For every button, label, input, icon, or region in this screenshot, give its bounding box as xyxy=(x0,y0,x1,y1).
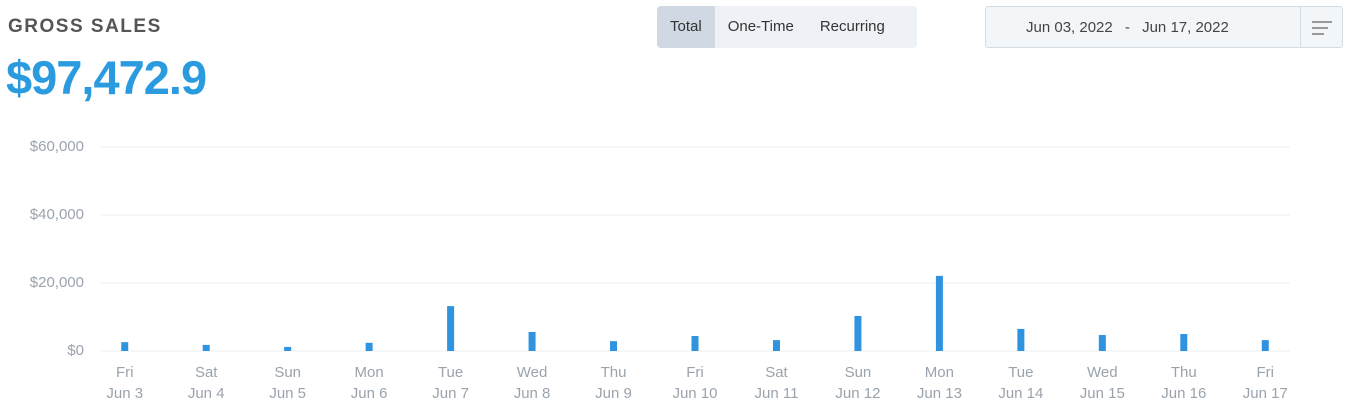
x-tick-day: Sun xyxy=(845,364,872,381)
menu-line xyxy=(1312,21,1332,23)
x-tick-day: Sun xyxy=(274,364,301,381)
x-tick-date: Jun 13 xyxy=(917,385,962,402)
date-start: Jun 03, 2022 xyxy=(1026,19,1113,36)
x-tick-date: Jun 14 xyxy=(998,385,1043,402)
x-tick-date: Jun 10 xyxy=(672,385,717,402)
x-tick-label: Thu Jun 9 xyxy=(595,364,632,402)
bar xyxy=(935,275,943,351)
bar xyxy=(772,340,780,351)
x-tick-day: Wed xyxy=(517,364,548,381)
x-tick-date: Jun 8 xyxy=(514,385,551,402)
bar xyxy=(1098,335,1106,351)
x-tick-date: Jun 12 xyxy=(835,385,880,402)
x-tick-day: Sat xyxy=(195,364,218,381)
tabs: Total One-Time Recurring xyxy=(657,6,917,48)
x-tick-label: Sat Jun 11 xyxy=(754,364,798,402)
y-tick-label: $60,000 xyxy=(30,138,84,155)
x-tick-date: Jun 3 xyxy=(106,385,143,402)
x-tick-day: Wed xyxy=(1087,364,1118,381)
bar xyxy=(528,331,536,351)
tab[interactable]: Recurring xyxy=(819,18,885,35)
x-tick-date: Jun 4 xyxy=(188,385,225,402)
x-tick-date: Jun 17 xyxy=(1243,385,1288,402)
x-tick-day: Thu xyxy=(1171,364,1197,381)
date-text: Jun 03, 2022 - Jun 17, 2022 xyxy=(1026,19,1237,36)
x-tick-date: Jun 7 xyxy=(432,385,469,402)
x-tick-label: Mon Jun 6 xyxy=(351,364,388,402)
bar xyxy=(1017,328,1025,351)
x-tick-date: Jun 9 xyxy=(595,385,632,402)
x-tick-label: Sat Jun 4 xyxy=(188,364,225,402)
y-tick-label: $0 xyxy=(67,342,84,359)
y-tick-label: $40,000 xyxy=(30,206,84,223)
title: GROSS SALES xyxy=(8,16,162,37)
x-tick-date: Jun 15 xyxy=(1080,385,1125,402)
bar xyxy=(447,306,455,351)
x-tick-day: Fri xyxy=(686,364,704,381)
x-tick-day: Mon xyxy=(355,364,384,381)
x-tick-label: Thu Jun 16 xyxy=(1161,364,1206,402)
x-tick-label: Mon Jun 13 xyxy=(917,364,962,402)
x-tick-day: Mon xyxy=(925,364,954,381)
menu-line xyxy=(1312,33,1324,35)
bar xyxy=(121,342,129,351)
x-tick-date: Jun 5 xyxy=(269,385,306,402)
bar xyxy=(284,346,292,351)
x-tick-day: Tue xyxy=(438,364,463,381)
x-tick-date: Jun 11 xyxy=(754,385,798,402)
x-tick-day: Fri xyxy=(116,364,134,381)
bar xyxy=(1261,340,1269,351)
x-tick-label: Wed Jun 8 xyxy=(514,364,551,402)
amount: $97,472.9 xyxy=(6,51,207,104)
x-tick-day: Tue xyxy=(1008,364,1033,381)
menu-button[interactable] xyxy=(1300,7,1343,47)
x-tick-label: Wed Jun 15 xyxy=(1080,364,1125,402)
date-end: Jun 17, 2022 xyxy=(1142,19,1229,36)
x-tick-date: Jun 6 xyxy=(351,385,388,402)
bar xyxy=(365,342,373,351)
x-tick-label: Tue Jun 14 xyxy=(998,364,1043,402)
x-tick-day: Fri xyxy=(1257,364,1275,381)
date-picker[interactable]: Jun 03, 2022 - Jun 17, 2022 xyxy=(985,6,1343,48)
bar xyxy=(691,336,699,351)
bar xyxy=(1180,334,1188,351)
x-tick-date: Jun 16 xyxy=(1161,385,1206,402)
x-tick-day: Thu xyxy=(601,364,627,381)
x-tick-day: Sat xyxy=(765,364,788,381)
bar xyxy=(610,341,618,351)
x-tick-label: Tue Jun 7 xyxy=(432,364,469,402)
menu-line xyxy=(1312,27,1328,29)
x-tick-label: Fri Jun 3 xyxy=(106,364,143,402)
y-tick-label: $20,000 xyxy=(30,274,84,291)
x-tick-label: Sun Jun 5 xyxy=(269,364,306,402)
bar xyxy=(202,344,210,351)
tab[interactable]: One-Time xyxy=(727,18,794,35)
x-tick-label: Fri Jun 17 xyxy=(1243,364,1288,402)
x-tick-label: Sun Jun 12 xyxy=(835,364,880,402)
tab[interactable]: Total xyxy=(657,6,715,48)
date-separator: - xyxy=(1124,19,1130,36)
bar xyxy=(854,315,862,351)
x-tick-label: Fri Jun 10 xyxy=(672,364,717,402)
